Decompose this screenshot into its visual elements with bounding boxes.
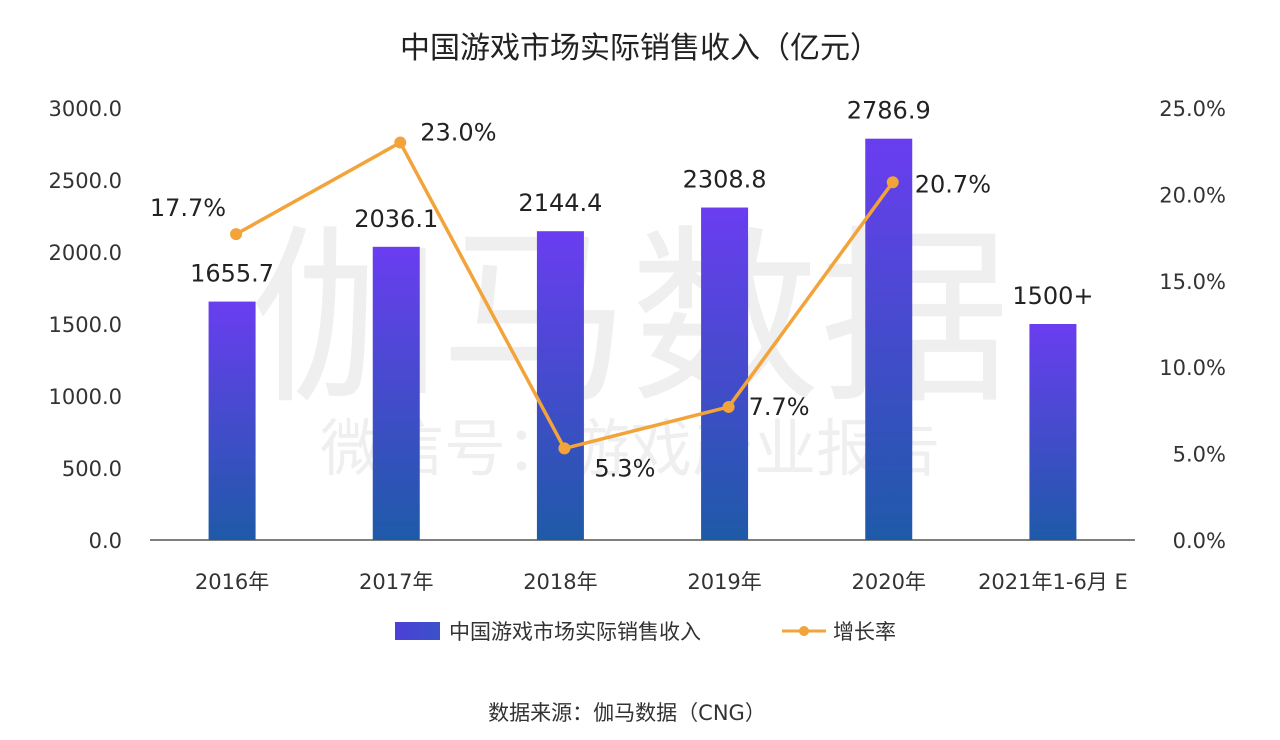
growth-point <box>722 400 735 413</box>
bar-value-label: 2786.9 <box>847 97 931 125</box>
watermark-sub: 微信号：游戏产业报告 <box>320 412 940 485</box>
y-left-tick-label: 1000.0 <box>49 385 122 409</box>
legend-bar-swatch <box>395 622 440 640</box>
y-left-tick-label: 0.0 <box>89 529 122 553</box>
growth-value-label: 20.7% <box>915 170 991 198</box>
y-left-tick-label: 500.0 <box>62 457 122 481</box>
bar-series <box>208 138 1077 540</box>
y-left-tick-label: 2500.0 <box>49 169 122 193</box>
line-series <box>230 136 899 455</box>
legend: 中国游戏市场实际销售收入 增长率 <box>395 620 896 644</box>
chart-title: 中国游戏市场实际销售收入（亿元） <box>400 31 880 66</box>
x-tick-label: 2017年 <box>359 570 433 594</box>
x-tick-label: 2020年 <box>852 570 926 594</box>
y-right-tick-label: 10.0% <box>1159 356 1226 380</box>
bar-value-label: 2144.4 <box>518 189 602 217</box>
growth-value-label: 23.0% <box>420 119 496 147</box>
y-right-tick-label: 5.0% <box>1173 443 1226 467</box>
x-tick-label: 2021年1-6月 E <box>978 570 1128 594</box>
growth-point <box>886 176 899 189</box>
line-labels: 17.7% 23.0% 5.3% 7.7% 20.7% <box>150 119 991 483</box>
bar-value-label: 1500+ <box>1012 282 1093 310</box>
legend-line-marker <box>799 626 809 636</box>
y-left-tick-label: 3000.0 <box>49 97 122 121</box>
growth-value-label: 7.7% <box>749 393 810 421</box>
growth-point <box>230 228 243 241</box>
y-right-tick-label: 15.0% <box>1159 270 1226 294</box>
right-axis: 0.0% 5.0% 10.0% 15.0% 20.0% 25.0% <box>1159 97 1226 553</box>
growth-value-label: 5.3% <box>594 454 655 482</box>
bar <box>536 231 584 540</box>
left-axis: 0.0 500.0 1000.0 1500.0 2000.0 2500.0 3000.0 <box>49 97 122 553</box>
x-tick-label: 2016年 <box>195 570 269 594</box>
bar-value-label: 2308.8 <box>683 166 767 194</box>
bar <box>1029 324 1077 540</box>
legend-bar-label: 中国游戏市场实际销售收入 <box>449 620 701 644</box>
y-left-tick-label: 2000.0 <box>49 241 122 265</box>
y-left-tick-label: 1500.0 <box>49 313 122 337</box>
bar-value-label: 1655.7 <box>190 260 274 288</box>
bar <box>208 301 256 540</box>
y-right-tick-label: 20.0% <box>1159 183 1226 207</box>
bar <box>701 207 749 540</box>
legend-line-label: 增长率 <box>833 620 896 644</box>
bar-value-label: 2036.1 <box>354 205 438 233</box>
bar <box>865 138 913 540</box>
bar <box>372 246 420 540</box>
y-right-tick-label: 25.0% <box>1159 97 1226 121</box>
growth-point <box>394 136 407 149</box>
y-right-tick-label: 0.0% <box>1173 529 1226 553</box>
x-tick-label: 2019年 <box>687 570 761 594</box>
growth-value-label: 17.7% <box>150 194 226 222</box>
growth-point <box>558 442 571 455</box>
source-note: 数据来源：伽马数据（CNG） <box>488 701 766 725</box>
x-tick-label: 2018年 <box>523 570 597 594</box>
bar-labels: 1655.7 2036.1 2144.4 2308.8 2786.9 1500+ <box>190 97 1093 310</box>
x-axis: 2016年 2017年 2018年 2019年 2020年 2021年1-6月 E <box>195 570 1128 594</box>
